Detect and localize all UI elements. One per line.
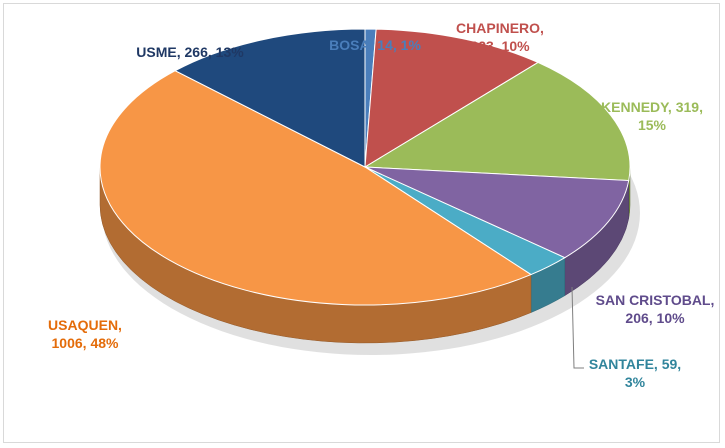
pie-slice-san-cristobal [364, 166, 630, 259]
data-label-santafe: SANTAFE, 59, 3% [589, 356, 681, 390]
pie-slice-usaquen [99, 70, 533, 306]
data-label-usaquen: USAQUEN, 1006, 48% [48, 317, 122, 351]
data-label-kennedy: KENNEDY, 319, 15% [601, 99, 703, 133]
data-label-bosa: BOSA, 14, 1% [329, 37, 421, 53]
pie-slice-kennedy [363, 61, 631, 182]
data-label-chapinero: CHAPINERO, 223, 10% [456, 20, 544, 54]
data-label-san-cristobal: SAN CRISTOBAL, 206, 10% [596, 292, 715, 326]
data-label-usme: USME, 266, 13% [136, 44, 244, 60]
leader-line-santafe [571, 286, 584, 369]
pie-slice-usme [174, 28, 366, 168]
pie-slice-chapinero [364, 28, 540, 168]
